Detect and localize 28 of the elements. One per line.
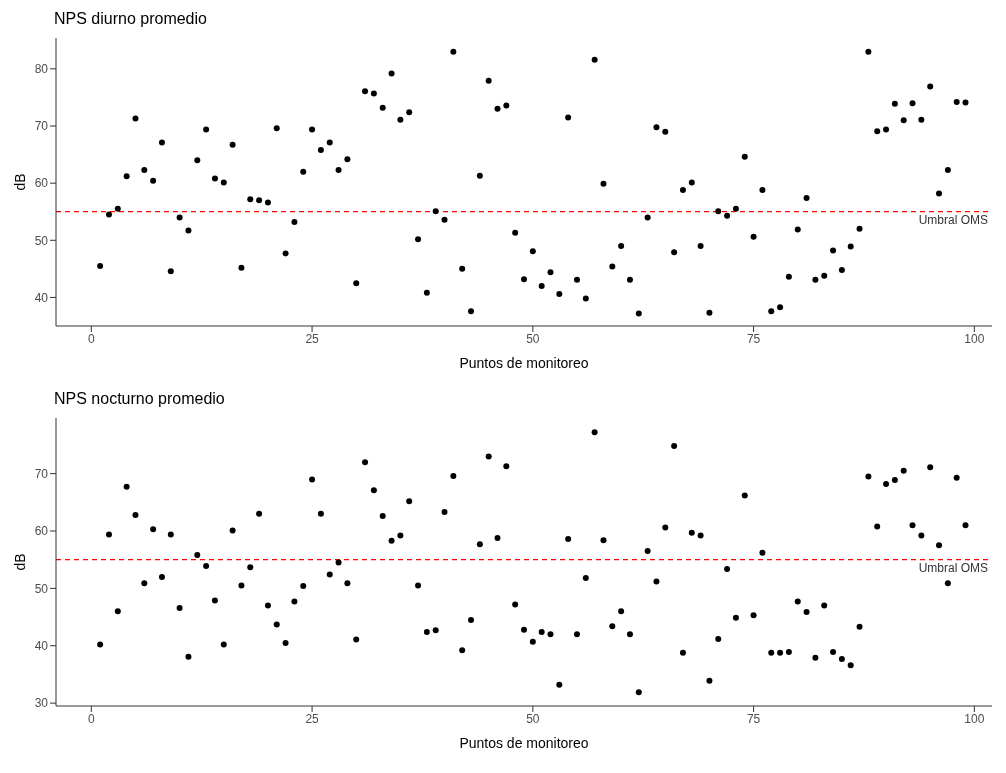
x-axis-title: Puntos de monitoreo [459, 735, 589, 751]
y-tick-label: 50 [34, 581, 49, 596]
y-axis-title: dB [11, 173, 28, 191]
y-tick-label: 40 [34, 290, 49, 305]
x-tick-label: 50 [526, 711, 540, 726]
y-tick-label: 70 [34, 119, 49, 134]
x-tick-label: 100 [964, 331, 985, 346]
y-tick-label: 60 [34, 176, 49, 191]
y-tick-label: 50 [34, 233, 49, 248]
x-tick-label: 100 [964, 711, 985, 726]
x-tick-label: 25 [305, 711, 320, 726]
x-tick-label: 25 [305, 331, 320, 346]
x-tick-label: 50 [526, 331, 540, 346]
x-tick-label: 75 [746, 331, 761, 346]
ref-line-label: Umbral OMS [918, 561, 988, 576]
y-tick-label: 70 [34, 466, 49, 481]
y-tick-label: 30 [34, 696, 49, 711]
y-tick-label: 60 [34, 524, 49, 539]
chart-title: NPS nocturno promedio [54, 390, 225, 408]
chart-title: NPS diurno promedio [54, 10, 207, 28]
y-tick-label: 40 [34, 639, 49, 654]
x-tick-label: 0 [87, 711, 95, 726]
x-tick-label: 0 [87, 331, 95, 346]
ref-line-label: Umbral OMS [918, 213, 988, 228]
x-tick-label: 75 [746, 711, 761, 726]
x-axis-title: Puntos de monitoreo [459, 355, 589, 371]
y-tick-label: 80 [34, 62, 49, 77]
y-axis-title: dB [11, 553, 28, 571]
